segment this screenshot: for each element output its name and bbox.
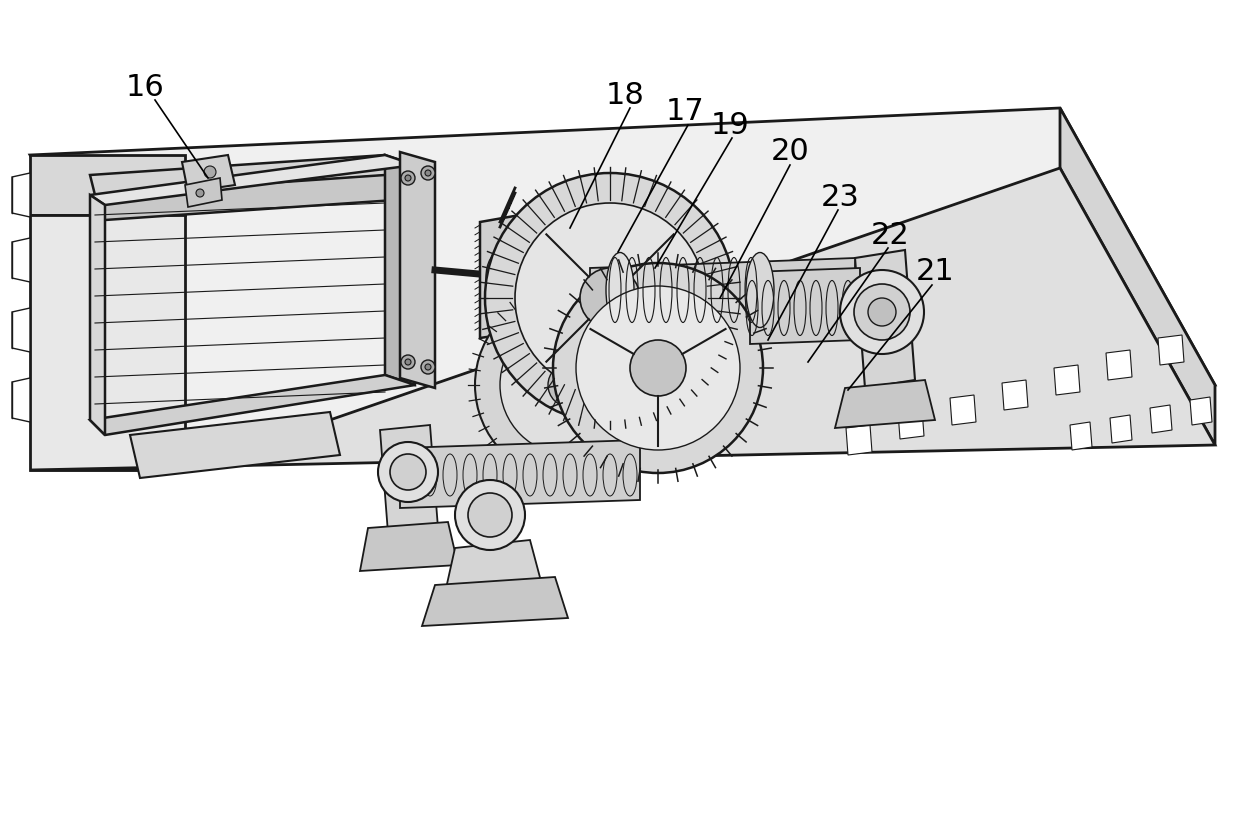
Ellipse shape	[746, 252, 774, 328]
Polygon shape	[360, 522, 458, 571]
Circle shape	[548, 363, 591, 407]
Circle shape	[485, 173, 735, 423]
Circle shape	[405, 359, 410, 365]
Circle shape	[401, 171, 415, 185]
Polygon shape	[1060, 108, 1215, 445]
Polygon shape	[590, 258, 856, 320]
Circle shape	[553, 263, 763, 473]
Circle shape	[455, 480, 525, 550]
Polygon shape	[835, 380, 935, 428]
Polygon shape	[480, 215, 520, 338]
Circle shape	[422, 360, 435, 374]
Polygon shape	[30, 215, 185, 470]
Circle shape	[577, 286, 740, 450]
Text: 20: 20	[770, 138, 810, 167]
Circle shape	[515, 203, 706, 393]
Polygon shape	[1106, 350, 1132, 380]
Circle shape	[475, 290, 665, 480]
Polygon shape	[182, 155, 236, 192]
Polygon shape	[1110, 415, 1132, 443]
Ellipse shape	[606, 252, 634, 328]
Circle shape	[378, 442, 438, 502]
Polygon shape	[401, 152, 435, 388]
Circle shape	[467, 493, 512, 537]
Polygon shape	[856, 250, 915, 388]
Polygon shape	[91, 155, 396, 195]
Polygon shape	[1158, 335, 1184, 365]
Polygon shape	[1190, 397, 1211, 425]
Polygon shape	[846, 425, 872, 455]
Circle shape	[405, 175, 410, 181]
Text: 23: 23	[821, 183, 859, 212]
Polygon shape	[1002, 380, 1028, 410]
Polygon shape	[1070, 422, 1092, 450]
Polygon shape	[898, 409, 924, 439]
Polygon shape	[1054, 365, 1080, 395]
Circle shape	[500, 315, 640, 455]
Polygon shape	[30, 108, 1215, 432]
Circle shape	[422, 166, 435, 180]
Polygon shape	[379, 425, 438, 533]
Text: 18: 18	[605, 81, 645, 110]
Circle shape	[580, 268, 640, 328]
Polygon shape	[445, 540, 542, 593]
Polygon shape	[30, 168, 1215, 470]
Polygon shape	[91, 375, 415, 435]
Polygon shape	[91, 195, 105, 435]
Polygon shape	[130, 412, 340, 478]
Polygon shape	[12, 238, 30, 282]
Text: 21: 21	[915, 257, 955, 286]
Circle shape	[196, 189, 205, 197]
Polygon shape	[30, 155, 185, 215]
Circle shape	[868, 298, 897, 326]
Polygon shape	[95, 175, 396, 220]
Polygon shape	[12, 173, 30, 217]
Ellipse shape	[486, 252, 515, 302]
Circle shape	[205, 166, 216, 178]
Circle shape	[630, 340, 686, 396]
Text: 17: 17	[666, 97, 704, 126]
Polygon shape	[91, 155, 415, 205]
Polygon shape	[1149, 405, 1172, 433]
Polygon shape	[401, 440, 640, 508]
Circle shape	[391, 454, 427, 490]
Polygon shape	[950, 395, 976, 425]
Circle shape	[854, 284, 910, 340]
Circle shape	[425, 364, 432, 370]
Circle shape	[401, 355, 415, 369]
Polygon shape	[422, 577, 568, 626]
Polygon shape	[384, 155, 415, 385]
Polygon shape	[750, 268, 861, 344]
Text: 19: 19	[711, 110, 749, 139]
Circle shape	[425, 170, 432, 176]
Polygon shape	[12, 308, 30, 352]
Text: 22: 22	[870, 221, 909, 250]
Polygon shape	[185, 178, 222, 207]
Text: 16: 16	[125, 74, 165, 102]
Circle shape	[839, 270, 924, 354]
Polygon shape	[12, 378, 30, 422]
